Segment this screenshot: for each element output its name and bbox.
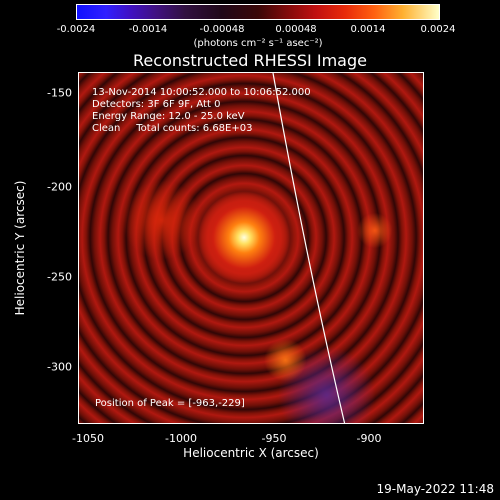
- y-tick-label: -250: [47, 270, 72, 284]
- y-tick-label: -150: [47, 86, 72, 100]
- rhessi-image: [78, 72, 424, 424]
- colorbar-tick: 0.0024: [420, 24, 456, 35]
- peak-position-text: Position of Peak = [-963,-229]: [95, 398, 245, 409]
- x-tick-label: -900: [356, 432, 382, 445]
- energy-range-text: Energy Range: 12.0 - 25.0 keV: [92, 111, 245, 122]
- timestamp-footer: 19-May-2022 11:48: [376, 482, 494, 496]
- x-axis-label: Heliocentric X (arcsec): [183, 446, 319, 460]
- colorbar: [76, 4, 440, 20]
- y-tick-label: -300: [47, 360, 72, 374]
- y-axis-label: Heliocentric Y (arcsec): [13, 180, 27, 316]
- y-tick-label: -200: [47, 180, 72, 194]
- x-tick-label: -1000: [165, 432, 197, 445]
- clean-counts-text: Clean Total counts: 6.68E+03: [92, 123, 253, 134]
- x-tick-label: -1050: [72, 432, 104, 445]
- time-range-text: 13-Nov-2014 10:00:52.000 to 10:06:52.000: [92, 87, 311, 98]
- colorbar-tick: -0.0024: [56, 24, 96, 35]
- colorbar-units: (photons cm⁻² s⁻¹ asec⁻²): [193, 38, 323, 49]
- colorbar-tick: 0.00048: [275, 24, 317, 35]
- solar-limb-line: [272, 73, 346, 423]
- x-tick-label: -950: [261, 432, 287, 445]
- image-title: Reconstructed RHESSI Image: [133, 51, 367, 70]
- detectors-text: Detectors: 3F 6F 9F, Att 0: [92, 99, 221, 110]
- colorbar-tick: -0.00048: [199, 24, 245, 35]
- limb-curve: [272, 73, 346, 423]
- colorbar-tick: 0.0014: [350, 24, 386, 35]
- colorbar-tick: -0.0014: [128, 24, 168, 35]
